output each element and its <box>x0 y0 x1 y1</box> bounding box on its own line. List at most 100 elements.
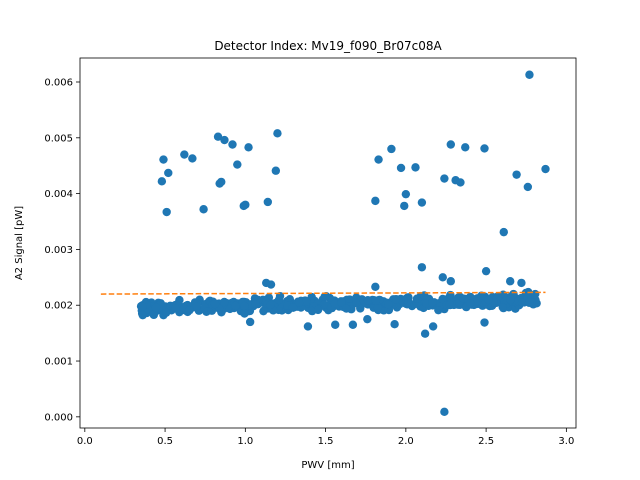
data-point <box>477 291 486 300</box>
data-point <box>342 304 351 313</box>
data-point <box>271 166 281 175</box>
data-point <box>484 295 493 305</box>
data-point <box>417 198 427 207</box>
data-point <box>472 297 481 306</box>
data-point <box>517 298 527 307</box>
data-point <box>517 278 526 288</box>
data-point <box>440 407 449 417</box>
data-point <box>428 298 437 307</box>
x-tick-label: 0.0 <box>77 436 93 447</box>
data-point <box>303 322 313 331</box>
data-point <box>233 160 242 169</box>
y-axis-ticks: 0.000 0.001 0.002 0.003 0.004 0.005 0.006 <box>44 77 80 423</box>
y-tick-label: 0.003 <box>44 245 73 256</box>
data-point <box>371 196 380 206</box>
chart-title: Detector Index: Mv19_f090_Br07c08A <box>214 39 442 53</box>
data-point <box>466 299 475 308</box>
data-point <box>524 298 534 307</box>
y-tick-label: 0.004 <box>44 189 73 200</box>
fit-line <box>100 291 546 295</box>
data-point <box>288 303 298 312</box>
data-point <box>245 317 255 327</box>
data-point <box>412 294 422 303</box>
data-point <box>220 135 229 145</box>
data-point <box>217 177 226 187</box>
data-point <box>320 292 329 301</box>
data-point <box>481 266 491 276</box>
data-point <box>387 144 396 154</box>
data-point <box>138 310 147 320</box>
data-point <box>273 129 282 138</box>
points-layer <box>136 70 550 417</box>
data-point <box>480 318 489 327</box>
data-point <box>445 300 455 310</box>
data-point <box>480 144 489 153</box>
data-point <box>523 182 533 192</box>
data-point <box>363 296 373 305</box>
data-point <box>294 298 304 307</box>
data-point <box>531 289 540 299</box>
y-tick-label: 0.002 <box>44 301 73 312</box>
data-point <box>274 295 284 305</box>
data-point <box>138 302 147 311</box>
data-point <box>192 302 201 312</box>
x-tick-label: 0.5 <box>157 436 173 447</box>
plot-frame <box>79 57 577 429</box>
data-point <box>337 298 346 307</box>
x-axis-label: PWV [mm] <box>301 460 354 471</box>
data-point <box>440 174 449 183</box>
data-point <box>438 273 447 282</box>
data-point <box>185 305 194 315</box>
data-point <box>498 303 507 312</box>
data-point <box>505 277 515 286</box>
data-point <box>417 263 427 272</box>
data-point <box>384 300 393 309</box>
data-point <box>180 150 189 159</box>
data-point <box>199 205 208 214</box>
data-point <box>228 140 237 149</box>
x-axis-ticks: 0.0 0.5 1.0 1.5 2.0 2.5 3.0 <box>77 428 574 447</box>
data-point <box>251 299 261 309</box>
data-point <box>259 306 268 316</box>
data-point <box>157 177 167 186</box>
plot-area <box>80 58 576 428</box>
data-point <box>151 303 161 312</box>
y-tick-label: 0.005 <box>44 133 73 144</box>
data-point <box>373 303 383 312</box>
data-point <box>348 320 358 329</box>
data-point <box>396 163 406 173</box>
data-point <box>438 294 447 304</box>
data-point <box>428 322 438 331</box>
data-point <box>210 299 220 309</box>
data-point <box>446 140 455 149</box>
data-point <box>512 170 521 179</box>
data-point <box>164 168 173 178</box>
data-point <box>266 300 275 310</box>
data-point <box>506 295 515 304</box>
data-point <box>240 301 249 311</box>
data-point <box>162 207 171 217</box>
data-point <box>434 305 443 315</box>
data-point <box>420 329 430 338</box>
data-point <box>400 201 409 211</box>
data-point <box>374 155 383 164</box>
x-tick-label: 1.5 <box>318 436 334 447</box>
data-point <box>159 155 168 164</box>
data-point <box>330 299 340 308</box>
data-point <box>351 299 361 308</box>
data-point <box>220 297 229 307</box>
data-point <box>171 304 180 313</box>
y-axis-label: A2 Signal [pW] <box>14 206 25 280</box>
data-point <box>461 143 470 152</box>
data-point <box>499 227 508 237</box>
data-point <box>525 70 534 79</box>
x-tick-label: 2.0 <box>398 436 414 447</box>
data-point <box>301 297 311 306</box>
data-point <box>391 295 401 304</box>
data-point <box>456 178 465 187</box>
data-point <box>244 143 253 152</box>
data-point <box>188 154 197 163</box>
x-tick-label: 2.5 <box>478 436 494 447</box>
data-point <box>331 320 340 329</box>
